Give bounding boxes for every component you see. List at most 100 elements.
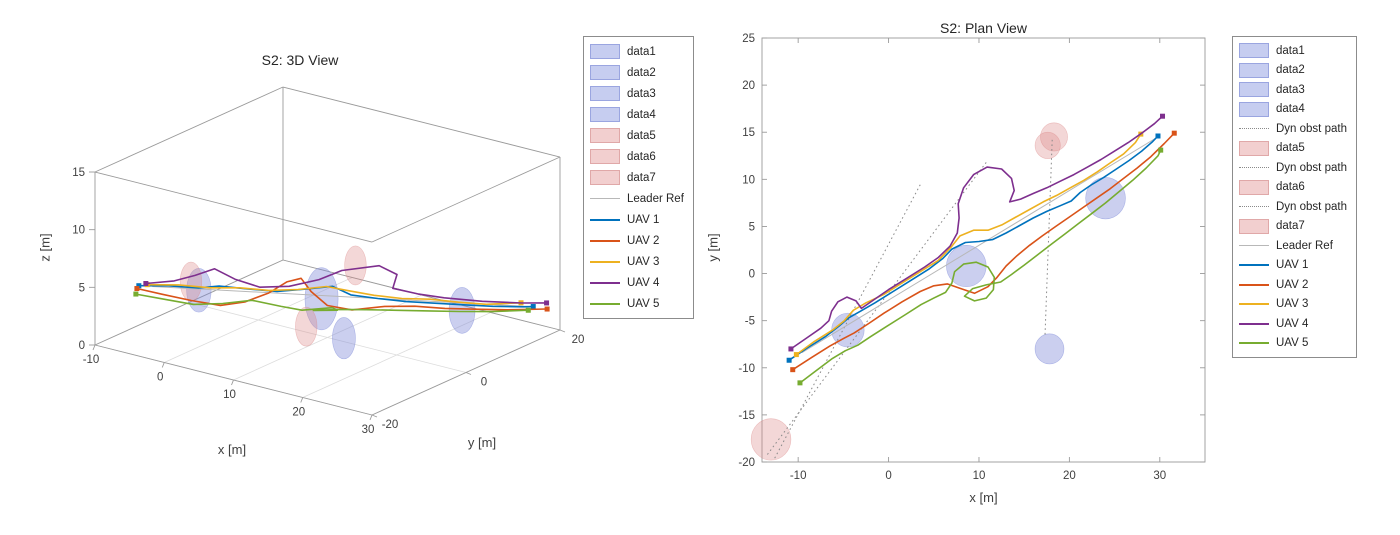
legend-item: data2 xyxy=(1239,61,1347,81)
legend-label: data4 xyxy=(627,108,656,121)
obstacle-dynamic xyxy=(295,306,318,347)
svg-text:5: 5 xyxy=(749,221,755,233)
legend-item: data2 xyxy=(590,62,684,83)
obstacle-patch-icon xyxy=(1239,82,1269,98)
dyn-obst-path xyxy=(774,182,922,459)
legend-item: UAV 1 xyxy=(1239,256,1347,276)
series-uav-1 xyxy=(788,135,1159,361)
legend-label: UAV 5 xyxy=(627,297,660,310)
dotted-line-swatch-icon xyxy=(1239,206,1269,208)
line-swatch-icon xyxy=(590,302,620,305)
legend-item: UAV 3 xyxy=(590,251,684,272)
x-axis-label-plan: x [m] xyxy=(969,490,998,505)
line-swatch-icon xyxy=(1239,342,1269,345)
legend-label: data2 xyxy=(1276,64,1305,77)
svg-text:20: 20 xyxy=(292,407,305,419)
line-swatch-icon xyxy=(590,218,620,221)
z-axis-label-3d: z [m] xyxy=(37,233,53,262)
x-axis-label-3d: x [m] xyxy=(217,442,247,457)
legend-3d: data1 data2 data3 data4 data5 data6 data7 Leade… xyxy=(583,36,694,319)
svg-text:-10: -10 xyxy=(738,363,755,375)
svg-text:0: 0 xyxy=(481,377,487,389)
series-uav-3 xyxy=(147,283,522,306)
legend-label: UAV 2 xyxy=(1276,278,1309,291)
series-uav-3 xyxy=(795,133,1142,356)
obstacle-patch-icon xyxy=(590,86,620,101)
legend-label: Dyn obst path xyxy=(1276,200,1347,213)
obstacle-static xyxy=(1034,333,1065,365)
svg-text:20: 20 xyxy=(742,80,755,92)
legend-item: UAV 2 xyxy=(1239,275,1347,295)
obstacle-patch-icon xyxy=(1239,218,1269,234)
svg-text:15: 15 xyxy=(72,167,85,179)
axis-box xyxy=(94,86,561,416)
legend-item: data1 xyxy=(590,41,684,62)
legend-plan: data1 data2 data3 data4 Dyn obst path data5 Dy… xyxy=(1232,36,1357,358)
dotted-line-swatch-icon xyxy=(1239,128,1269,130)
legend-label: data6 xyxy=(1276,181,1305,194)
svg-text:30: 30 xyxy=(1153,470,1166,482)
trajectories-plan xyxy=(786,113,1177,386)
obstacle-patch-icon xyxy=(1239,43,1269,59)
svg-text:15: 15 xyxy=(742,127,755,139)
svg-text:0: 0 xyxy=(749,269,755,281)
legend-label: UAV 2 xyxy=(627,234,660,247)
obstacle-dynamic xyxy=(1034,131,1061,159)
legend-label: Leader Ref xyxy=(1276,239,1333,252)
obstacle-patch-icon xyxy=(590,170,620,185)
legend-label: data4 xyxy=(1276,103,1305,116)
svg-text:-20: -20 xyxy=(382,419,399,431)
line-swatch-icon xyxy=(590,239,620,242)
obstacle-patch-icon xyxy=(1239,179,1269,195)
legend-label: data1 xyxy=(1276,44,1305,57)
legend-label: UAV 3 xyxy=(627,255,660,268)
legend-item: data6 xyxy=(590,146,684,167)
legend-item: data5 xyxy=(1239,139,1347,159)
line-swatch-icon xyxy=(1239,322,1269,325)
dyn-obst-path xyxy=(766,162,987,455)
dyn-obst-path xyxy=(1044,139,1053,336)
legend-item: Leader Ref xyxy=(1239,236,1347,256)
thin-line-swatch-icon xyxy=(1239,245,1269,247)
svg-text:10: 10 xyxy=(72,225,85,237)
line-swatch-icon xyxy=(590,281,620,284)
obstacles-plan xyxy=(750,122,1126,461)
legend-item: UAV 4 xyxy=(1239,314,1347,334)
svg-text:30: 30 xyxy=(362,424,375,436)
legend-label: data3 xyxy=(1276,83,1305,96)
legend-item: Leader Ref xyxy=(590,188,684,209)
legend-item: UAV 3 xyxy=(1239,295,1347,315)
line-swatch-icon xyxy=(1239,303,1269,306)
series-uav-5 xyxy=(135,293,529,313)
line-swatch-icon xyxy=(1239,264,1269,267)
svg-text:10: 10 xyxy=(742,174,755,186)
legend-item: data3 xyxy=(590,83,684,104)
obstacle-dynamic xyxy=(1040,122,1068,152)
obstacle-patch-icon xyxy=(1239,101,1269,117)
tick-labels: -10 0 10 20 30 -20 0 20 0 5 10 15 xyxy=(72,167,584,436)
obstacle-static xyxy=(448,287,476,334)
legend-label: UAV 4 xyxy=(1276,317,1309,330)
series-uav-4 xyxy=(790,115,1164,350)
plan-view-plot: -10 0 10 20 30 -20 -15 -10 -5 0 5 10 15 20 25 xyxy=(738,33,1206,482)
svg-text:-10: -10 xyxy=(83,354,100,366)
legend-label: data5 xyxy=(1276,142,1305,155)
svg-text:-5: -5 xyxy=(745,316,755,328)
svg-text:0: 0 xyxy=(157,372,163,384)
dotted-line-swatch-icon xyxy=(1239,167,1269,169)
svg-text:25: 25 xyxy=(742,33,755,45)
svg-text:20: 20 xyxy=(1063,470,1076,482)
legend-item: data7 xyxy=(1239,217,1347,237)
legend-item: Dyn obst path xyxy=(1239,158,1347,178)
svg-text:10: 10 xyxy=(223,389,236,401)
svg-text:5: 5 xyxy=(79,282,85,294)
obstacle-dynamic xyxy=(179,261,203,302)
y-axis-label-plan: y [m] xyxy=(705,233,721,262)
legend-label: data5 xyxy=(627,129,656,142)
legend-label: Dyn obst path xyxy=(1276,122,1347,135)
legend-label: data7 xyxy=(627,171,656,184)
legend-item: Dyn obst path xyxy=(1239,119,1347,139)
obstacle-static xyxy=(332,317,356,360)
series-uav-2 xyxy=(792,132,1175,371)
